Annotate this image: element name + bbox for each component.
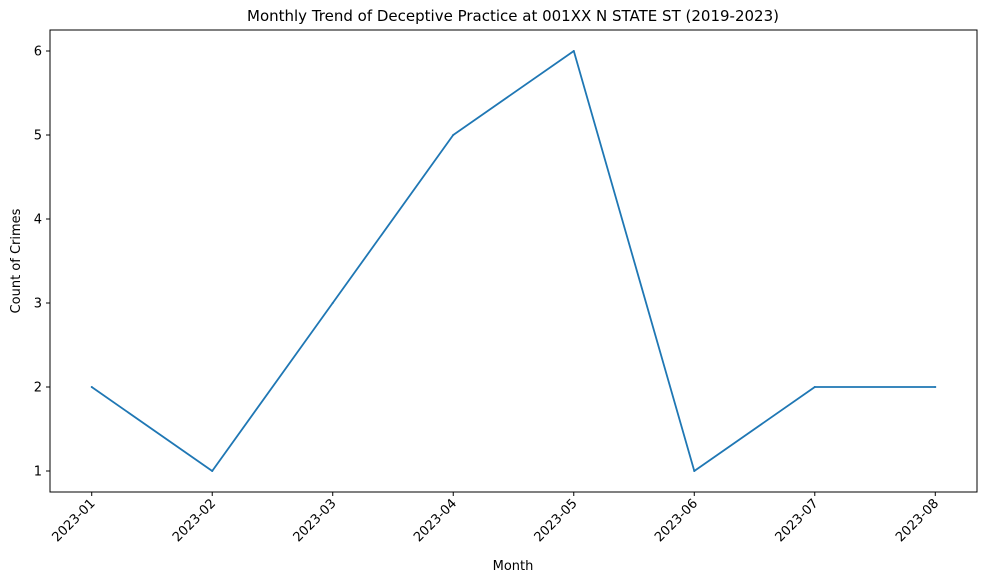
x-tick-label: 2023-05 (532, 496, 581, 545)
y-tick-label: 5 (34, 129, 42, 144)
x-tick-label: 2023-03 (291, 496, 340, 545)
y-tick-label: 4 (34, 213, 42, 228)
data-point (813, 386, 816, 388)
y-tick-label: 3 (34, 297, 42, 312)
data-point (693, 470, 696, 472)
y-axis-label: Count of Crimes (9, 208, 24, 313)
data-point (90, 386, 93, 388)
plot-area (50, 30, 977, 492)
x-tick-label: 2023-02 (170, 496, 219, 545)
data-point (934, 386, 937, 388)
y-tick-label: 1 (34, 465, 42, 480)
x-tick-label: 2023-06 (652, 496, 701, 545)
data-series (90, 50, 937, 472)
x-axis: 2023-01 2023-02 2023-03 2023-04 2023-05 2023-… (50, 492, 942, 545)
plot-frame (49, 29, 978, 493)
y-tick-label: 2 (34, 381, 42, 396)
chart-title: Monthly Trend of Deceptive Practice at 0… (247, 7, 779, 25)
x-axis-label: Month (493, 559, 534, 574)
x-tick-label: 2023-07 (773, 496, 822, 545)
x-tick-label: 2023-04 (411, 496, 460, 545)
y-tick-label: 6 (34, 45, 42, 60)
data-point (572, 50, 575, 52)
data-point (331, 302, 334, 304)
series-line (91, 50, 936, 472)
data-point (211, 470, 214, 472)
data-point (452, 134, 455, 136)
y-axis: 1 2 3 4 5 6 (34, 45, 50, 480)
x-tick-label: 2023-08 (893, 496, 942, 545)
x-tick-label: 2023-01 (50, 496, 99, 545)
